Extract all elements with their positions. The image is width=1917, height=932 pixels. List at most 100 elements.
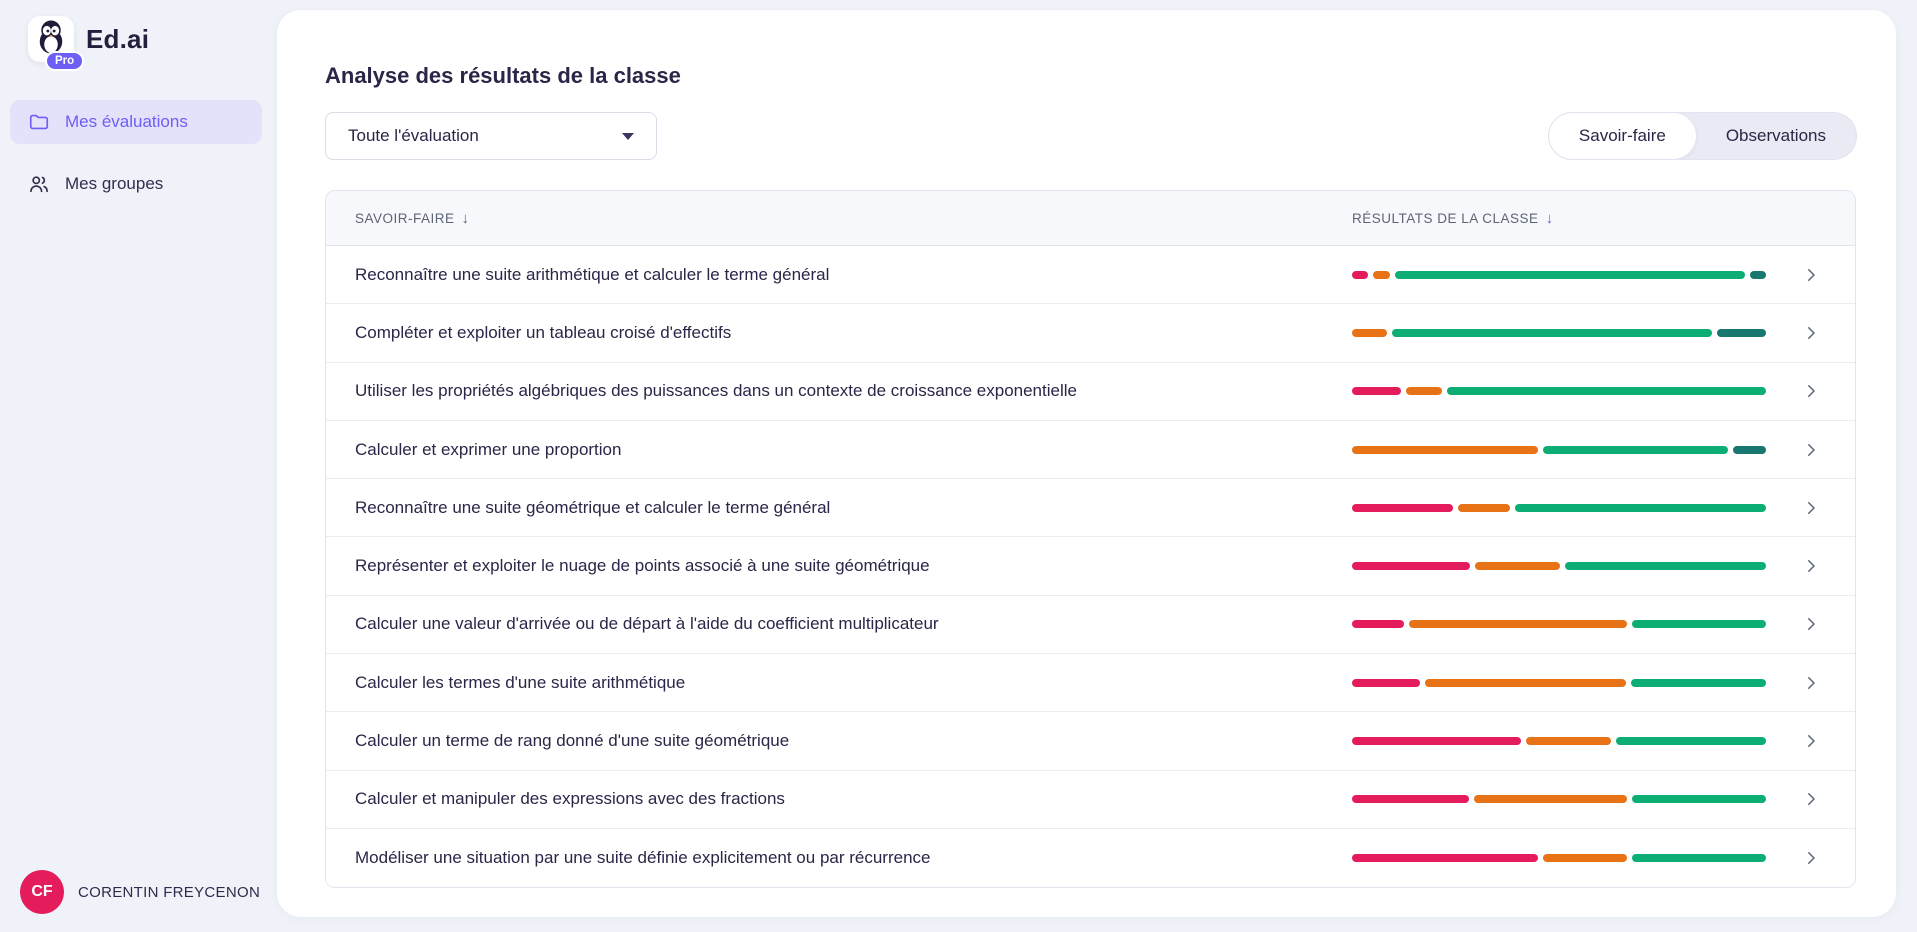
skill-label: Utiliser les propriétés algébriques des … [355, 381, 1077, 401]
bar-segment-high [1631, 678, 1767, 687]
result-bar [1352, 328, 1766, 337]
sidebar: Pro Ed.ai Mes évaluations Mes groupes CF… [0, 0, 270, 932]
table-row[interactable]: Utiliser les propriétés algébriques des … [326, 362, 1855, 421]
result-bar [1352, 270, 1766, 279]
skill-label: Reconnaître une suite arithmétique et ca… [355, 264, 830, 284]
bar-segment-high [1543, 445, 1728, 454]
chevron-right-icon[interactable] [1766, 790, 1855, 808]
skill-label: Calculer un terme de rang donné d'une su… [355, 731, 790, 751]
skill-label: Calculer une valeur d'arrivée ou de dépa… [355, 614, 939, 634]
bar-segment-vhigh [1732, 445, 1767, 454]
sidebar-nav: Mes évaluations Mes groupes [10, 100, 262, 224]
result-bar [1352, 620, 1766, 629]
bar-segment-mid [1408, 620, 1628, 629]
chevron-right-icon[interactable] [1766, 382, 1855, 400]
bar-segment-low [1352, 387, 1402, 396]
chevron-right-icon[interactable] [1766, 674, 1855, 692]
brand: Pro Ed.ai [28, 16, 150, 71]
results-table: Savoir-faire ↓ Résultats de la classe ↓ … [325, 190, 1856, 889]
chevron-right-icon[interactable] [1766, 849, 1855, 867]
skill-label: Calculer les termes d'une suite arithmét… [355, 672, 686, 692]
bar-segment-mid [1475, 562, 1561, 571]
caret-down-icon [622, 132, 634, 140]
table-row[interactable]: Compléter et exploiter un tableau croisé… [326, 304, 1855, 363]
bar-segment-mid [1352, 445, 1539, 454]
chevron-right-icon[interactable] [1766, 732, 1855, 750]
table-row[interactable]: Calculer et manipuler des expressions av… [326, 770, 1855, 829]
evaluation-select[interactable]: Toute l'évaluation [325, 112, 657, 160]
main-card: Analyse des résultats de la classe Toute… [277, 10, 1896, 917]
result-bar [1352, 387, 1766, 396]
result-bar [1352, 795, 1766, 804]
table-row[interactable]: Calculer les termes d'une suite arithmét… [326, 654, 1855, 713]
bar-segment-low [1352, 270, 1369, 279]
table-row[interactable]: Calculer un terme de rang donné d'une su… [326, 712, 1855, 771]
bar-segment-low [1352, 795, 1470, 804]
tab-observations[interactable]: Observations [1725, 126, 1826, 145]
chevron-right-icon[interactable] [1766, 557, 1855, 575]
bar-segment-mid [1526, 737, 1611, 746]
result-bar [1352, 562, 1766, 571]
result-bar [1352, 737, 1766, 746]
bar-segment-mid [1425, 678, 1627, 687]
bar-segment-low [1352, 854, 1538, 863]
sort-desc-icon[interactable]: ↓ [461, 209, 470, 227]
skill-label: Modéliser une situation par une suite dé… [355, 848, 931, 868]
folder-icon [28, 111, 50, 133]
sidebar-item-mes-groupes[interactable]: Mes groupes [10, 162, 262, 206]
view-tabs: Savoir-faire Observations [1547, 112, 1857, 160]
column-header-resultats[interactable]: Résultats de la classe ↓ [1352, 209, 1554, 227]
user-row[interactable]: CF CORENTIN FREYCENON [20, 870, 260, 914]
bar-segment-high [1615, 737, 1766, 746]
result-bar [1352, 445, 1767, 454]
chevron-right-icon[interactable] [1766, 441, 1855, 459]
skill-label: Reconnaître une suite géométrique et cal… [355, 497, 831, 517]
table-header: Savoir-faire ↓ Résultats de la classe ↓ [326, 191, 1855, 246]
table-body: Reconnaître une suite arithmétique et ca… [326, 246, 1855, 888]
bar-segment-mid [1542, 854, 1628, 863]
skill-label: Calculer et exprimer une proportion [355, 439, 622, 459]
bar-segment-mid [1352, 328, 1388, 337]
user-name: CORENTIN FREYCENON [78, 883, 261, 901]
app-name: Ed.ai [86, 23, 150, 54]
chevron-right-icon[interactable] [1766, 499, 1855, 517]
column-header-savoir-faire[interactable]: Savoir-faire ↓ [355, 209, 470, 227]
bar-segment-low [1352, 503, 1453, 512]
result-bar [1352, 503, 1766, 512]
chevron-right-icon[interactable] [1766, 615, 1855, 633]
bar-segment-high [1514, 503, 1766, 512]
table-row[interactable]: Calculer une valeur d'arrivée ou de dépa… [326, 595, 1855, 655]
bar-segment-low [1352, 678, 1421, 687]
table-row[interactable]: Calculer et exprimer une proportion [326, 420, 1855, 480]
users-icon [28, 173, 50, 195]
table-row[interactable]: Reconnaître une suite géométrique et cal… [326, 479, 1855, 538]
bar-segment-mid [1373, 270, 1390, 279]
tab-savoir-faire[interactable]: Savoir-faire [1548, 113, 1696, 159]
table-row[interactable]: Reconnaître une suite arithmétique et ca… [326, 246, 1855, 305]
table-row[interactable]: Représenter et exploiter le nuage de poi… [326, 537, 1855, 596]
table-row[interactable]: Modéliser une situation par une suite dé… [326, 828, 1855, 888]
bar-segment-high [1565, 562, 1766, 571]
bar-segment-high [1394, 270, 1745, 279]
bar-segment-vhigh [1716, 328, 1766, 337]
bar-segment-high [1632, 854, 1767, 863]
chevron-right-icon[interactable] [1766, 266, 1855, 284]
sort-desc-icon[interactable]: ↓ [1545, 209, 1554, 227]
bar-segment-mid [1474, 795, 1628, 804]
bar-segment-high [1632, 620, 1766, 629]
bar-segment-low [1352, 737, 1522, 746]
result-bar [1352, 678, 1767, 687]
bar-segment-low [1352, 562, 1471, 571]
chevron-right-icon[interactable] [1766, 324, 1855, 342]
bar-segment-vhigh [1749, 270, 1766, 279]
skill-label: Calculer et manipuler des expressions av… [355, 789, 785, 809]
app-logo: Pro [28, 16, 85, 71]
bar-segment-mid [1406, 387, 1442, 396]
penguin-logo-icon [33, 19, 69, 60]
skill-label: Représenter et exploiter le nuage de poi… [355, 556, 930, 576]
sidebar-item-mes-evaluations[interactable]: Mes évaluations [10, 100, 262, 144]
pro-badge: Pro [45, 51, 85, 71]
result-bar [1352, 854, 1767, 863]
avatar[interactable]: CF [20, 870, 64, 914]
bar-segment-high [1392, 328, 1712, 337]
